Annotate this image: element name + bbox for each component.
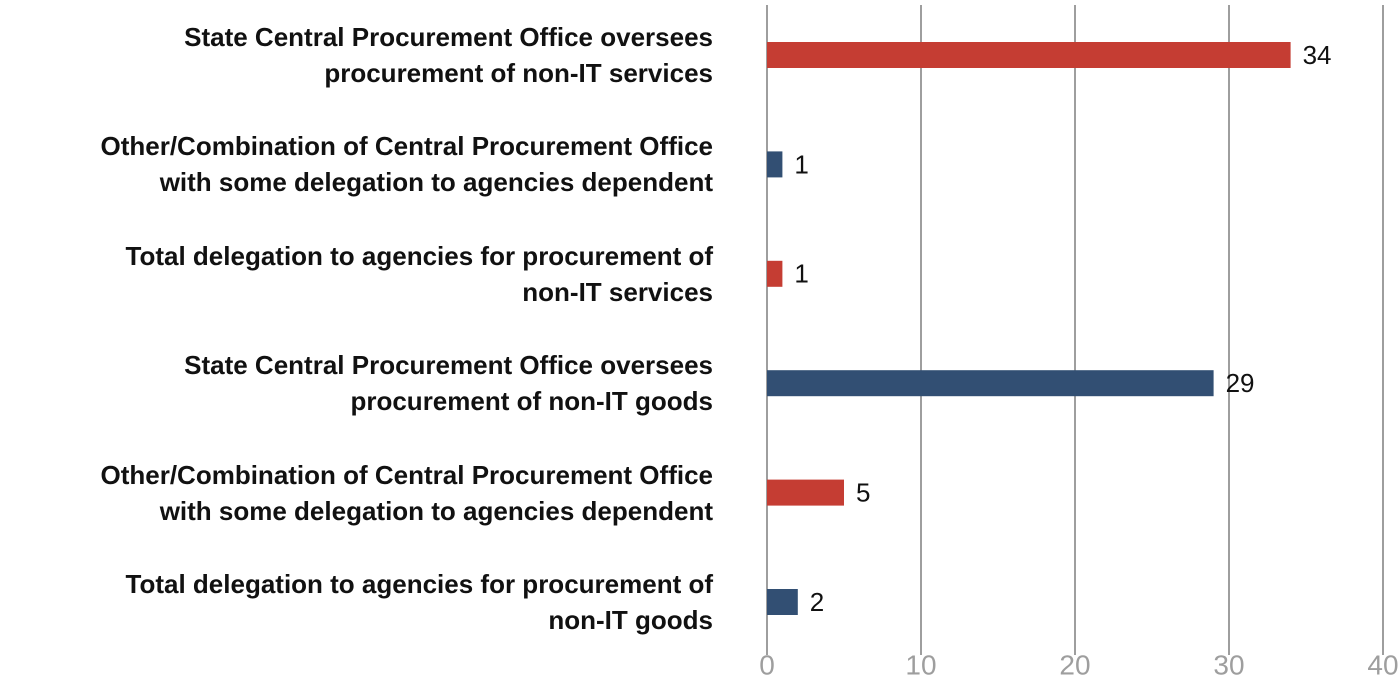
category-label: State Central Procurement Office oversee…	[184, 22, 713, 88]
x-tick-label: 10	[905, 649, 936, 677]
category-label: State Central Procurement Office oversee…	[184, 350, 713, 417]
value-label: 1	[794, 149, 808, 179]
value-label: 5	[856, 477, 870, 507]
bar	[767, 260, 783, 287]
bar	[767, 370, 1214, 397]
bar	[767, 479, 844, 506]
category-label: Total delegation to agencies for procure…	[125, 240, 713, 307]
category-label: Other/Combination of Central Procurement…	[100, 459, 713, 526]
bar	[767, 151, 783, 178]
value-label: 34	[1303, 40, 1332, 70]
bar	[767, 589, 798, 615]
bar	[767, 42, 1291, 68]
x-tick-label: 30	[1213, 649, 1244, 677]
value-label: 2	[810, 587, 824, 617]
x-tick-label: 0	[759, 649, 775, 677]
x-tick-label: 40	[1367, 649, 1398, 677]
category-label: Other/Combination of Central Procurement…	[100, 131, 713, 198]
category-label: Total delegation to agencies for procure…	[125, 569, 713, 635]
value-label: 29	[1226, 368, 1255, 398]
value-label: 1	[794, 259, 808, 289]
x-tick-label: 20	[1059, 649, 1090, 677]
